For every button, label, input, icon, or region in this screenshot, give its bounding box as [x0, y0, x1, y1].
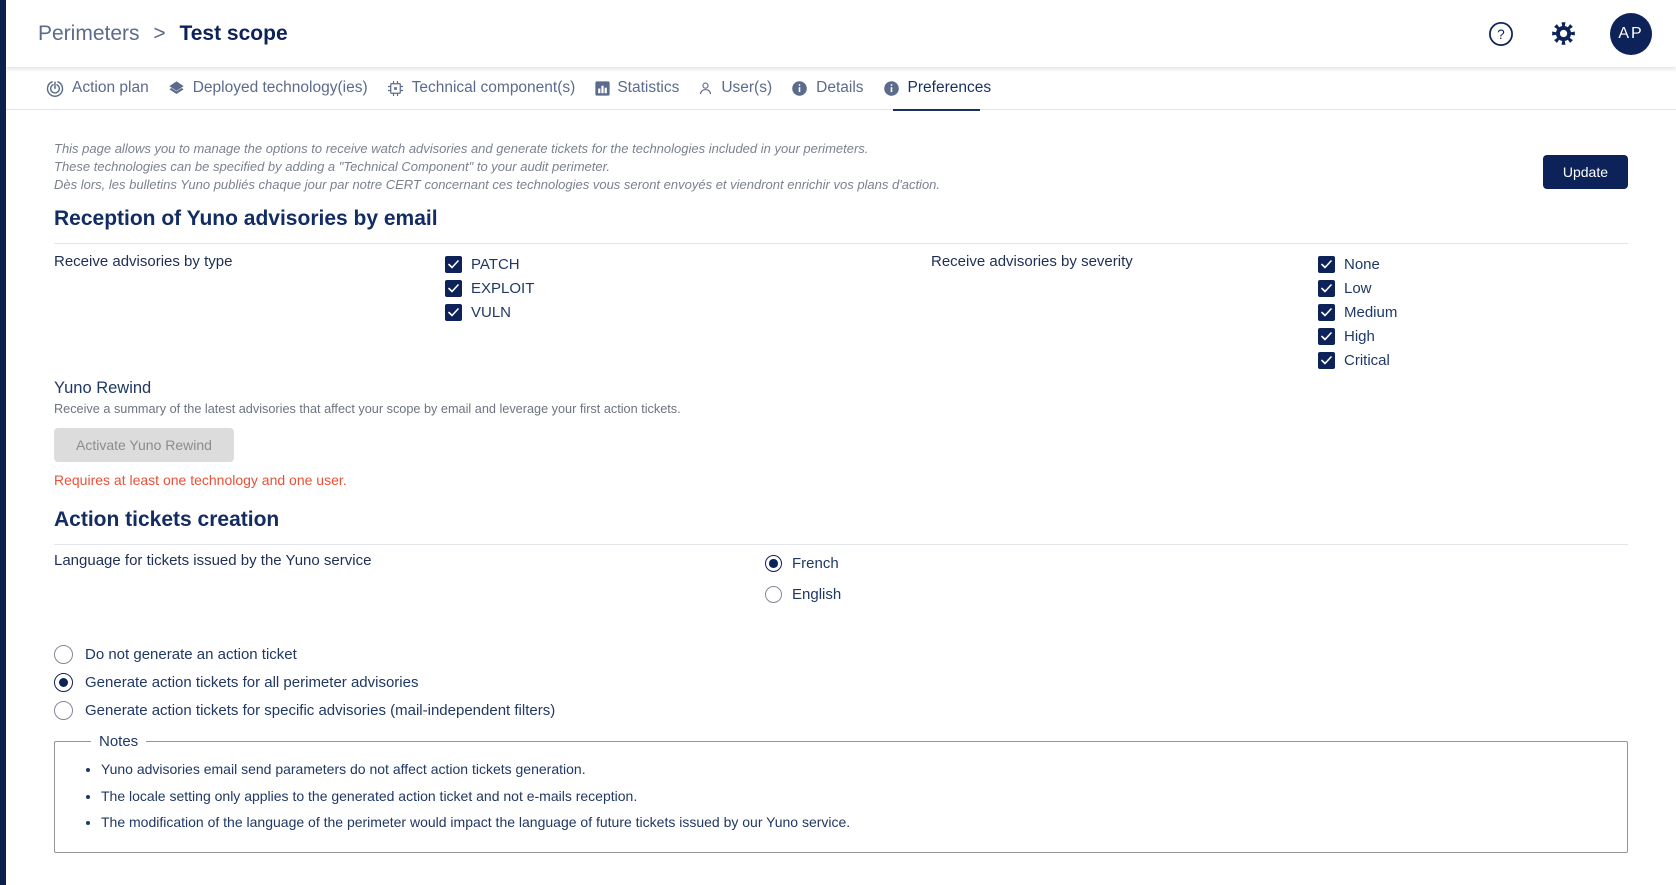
- svg-text:?: ?: [1497, 27, 1504, 42]
